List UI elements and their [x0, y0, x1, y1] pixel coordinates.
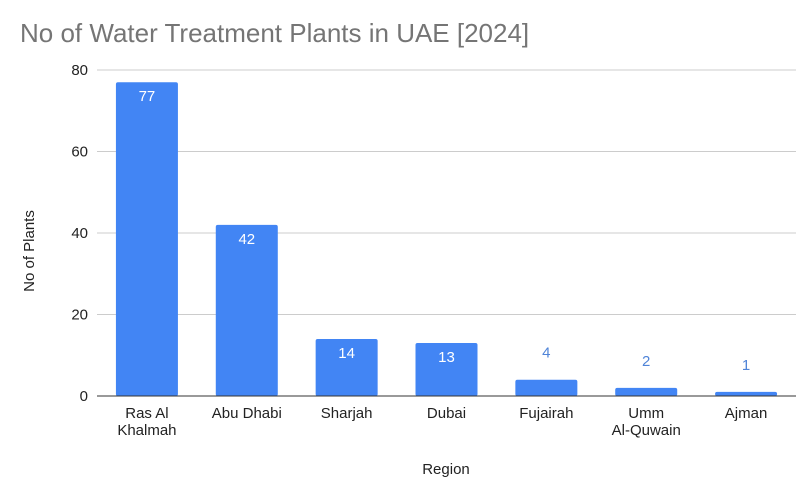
bar: [715, 391, 778, 396]
x-category-label: Ras Al Khalmah: [117, 405, 176, 439]
bar: [215, 224, 278, 396]
bar-data-label: 77: [139, 88, 156, 105]
bar-data-label: 2: [642, 353, 650, 370]
x-category-label-line: Khalmah: [117, 422, 176, 439]
x-axis-title: Region: [422, 461, 470, 478]
x-category-label-line: Sharjah: [321, 405, 373, 422]
bar: [515, 379, 578, 396]
y-tick-label: 80: [71, 62, 88, 79]
bar-data-label: 13: [438, 349, 455, 366]
bar-data-label: 42: [238, 231, 255, 248]
x-axis-categories: Ras Al Khalmah Abu Dhabi Sharjah Dubai Fujair…: [117, 405, 767, 439]
bar-data-label: 4: [542, 345, 550, 362]
bar-data-label: 14: [338, 345, 355, 362]
y-tick-label: 60: [71, 144, 88, 161]
x-category-label: Abu Dhabi: [212, 405, 282, 422]
x-category-label-line: Ras Al: [125, 405, 168, 422]
x-category-label-line: Fujairah: [519, 405, 573, 422]
x-category-label-line: Ajman: [725, 405, 768, 422]
x-category-label-line: Al-Quwain: [612, 422, 681, 439]
chart-title: No of Water Treatment Plants in UAE [202…: [20, 18, 529, 48]
y-tick-label: 0: [80, 388, 88, 405]
y-tick-label: 20: [71, 307, 88, 324]
x-category-label: Fujairah: [519, 405, 573, 422]
bar: [415, 343, 478, 396]
bar: [615, 387, 678, 396]
x-category-label: Sharjah: [321, 405, 373, 422]
y-axis-ticks: 0 20 40 60 80: [71, 62, 88, 405]
x-category-label: Umm Al-Quwain: [612, 405, 681, 439]
y-tick-label: 40: [71, 225, 88, 242]
x-category-label-line: Umm: [628, 405, 664, 422]
bars: [115, 82, 778, 396]
x-category-label-line: Abu Dhabi: [212, 405, 282, 422]
x-category-label: Ajman: [725, 405, 768, 422]
x-category-label-line: Dubai: [427, 405, 466, 422]
bar: [115, 82, 178, 396]
y-axis-title: No of Plants: [21, 210, 38, 292]
x-category-label: Dubai: [427, 405, 466, 422]
bar-data-label: 1: [742, 357, 750, 374]
bar: [315, 338, 378, 396]
gridlines: [97, 69, 796, 315]
